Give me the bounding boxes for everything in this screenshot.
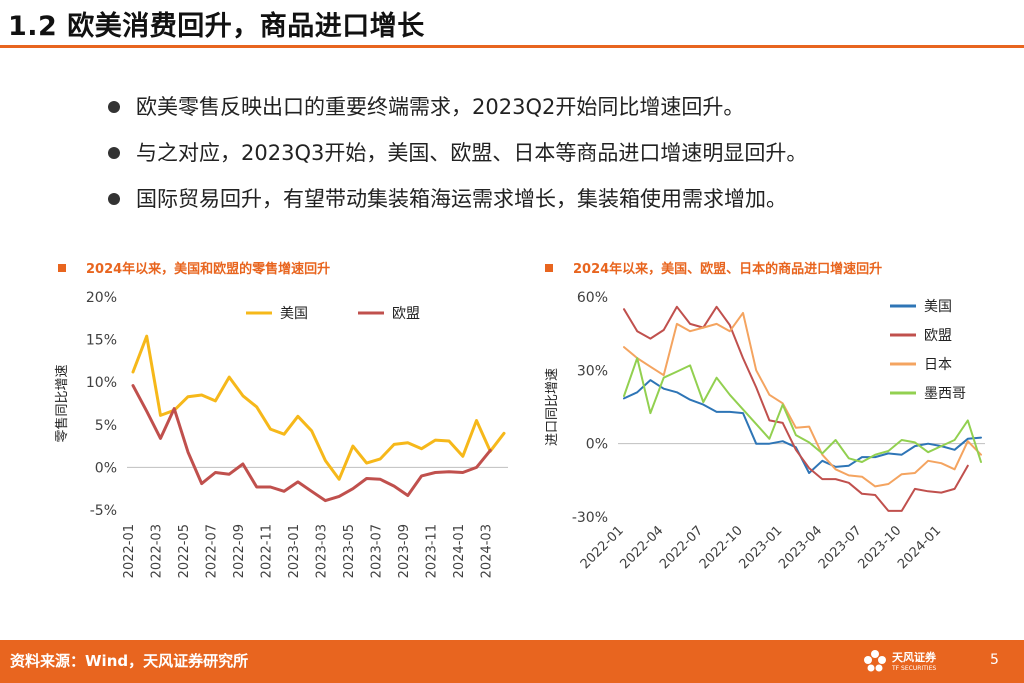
y-axis-title: 零售同比增速	[54, 364, 70, 442]
series-line-欧盟	[131, 384, 492, 503]
y-tick-label: -5%	[90, 503, 117, 519]
chart-title-imports: 2024年以来，美国、欧盟、日本的商品进口增速回升	[545, 258, 882, 277]
bullet-item: 国际贸易回升，有望带动集装箱海运需求增长，集装箱使用需求增加。	[108, 176, 807, 222]
square-bullet-icon	[58, 264, 66, 272]
x-tick-label: 2022-03	[149, 524, 164, 578]
y-axis-title: 进口同比增速	[545, 368, 560, 446]
legend-label: 欧盟	[392, 306, 420, 322]
y-tick-label: 60%	[577, 290, 608, 306]
y-tick-label: 5%	[95, 418, 117, 434]
x-tick-label: 2023-07	[369, 524, 384, 578]
chart-title-text: 2024年以来，美国、欧盟、日本的商品进口增速回升	[573, 262, 883, 277]
title-underline	[0, 45, 1024, 48]
legend-label: 美国	[924, 299, 952, 315]
x-tick-label: 2023-05	[342, 524, 357, 578]
logo-flower-icon	[864, 650, 886, 672]
series-line-欧盟	[623, 305, 969, 512]
x-tick-label: 2023-09	[397, 524, 412, 578]
x-tick-label: 2022-01	[122, 524, 137, 578]
bullet-dot-icon	[108, 101, 120, 113]
bullet-item: 欧美零售反映出口的重要终端需求，2023Q2开始同比增速回升。	[108, 84, 807, 130]
logo-name-en: TF SECURITIES	[892, 665, 937, 672]
bullet-text: 与之对应，2023Q3开始，美国、欧盟、日本等商品进口增速明显回升。	[136, 141, 808, 165]
series-line-美国	[131, 334, 506, 481]
bullet-dot-icon	[108, 193, 120, 205]
y-tick-label: -30%	[572, 510, 608, 526]
y-tick-label: 10%	[86, 375, 117, 391]
footer-bar: 资料来源：Wind，天风证券研究所 天风证券 TF SECURITIES 5	[0, 640, 1024, 683]
company-logo: 天风证券 TF SECURITIES	[862, 646, 942, 678]
x-tick-label: 2022-05	[177, 524, 192, 578]
x-tick-label: 2023-01	[287, 524, 302, 578]
y-tick-label: 0%	[95, 460, 117, 476]
legend-label: 墨西哥	[924, 386, 966, 402]
page-title: 1.2 欧美消费回升，商品进口增长	[8, 11, 425, 42]
x-tick-label: 2024-03	[479, 524, 494, 578]
bullet-text: 国际贸易回升，有望带动集装箱海运需求增长，集装箱使用需求增加。	[136, 187, 787, 211]
x-tick-label: 2022-11	[259, 524, 274, 578]
chart-title-retail: 2024年以来，美国和欧盟的零售增速回升	[58, 258, 330, 277]
square-bullet-icon	[545, 264, 553, 272]
retail-growth-chart: -5% 0% 5% 10% 15% 20% 2022-01 2022-03 2022-05 202…	[54, 290, 508, 578]
import-growth-chart: -30%0%30%60%2022-012022-042022-072022-10…	[545, 290, 985, 572]
x-tick-label: 2022-07	[204, 524, 219, 578]
logo-name-cn: 天风证券	[892, 651, 936, 664]
bullet-text: 欧美零售反映出口的重要终端需求，2023Q2开始同比增速回升。	[136, 95, 745, 119]
legend-label: 日本	[924, 357, 952, 373]
bullet-dot-icon	[108, 147, 120, 159]
series-line-墨西哥	[623, 357, 982, 463]
x-tick-label: 2022-09	[232, 524, 247, 578]
bullet-list: 欧美零售反映出口的重要终端需求，2023Q2开始同比增速回升。 与之对应，202…	[108, 84, 807, 222]
x-tick-label: 2023-03	[314, 524, 329, 578]
chart-title-text: 2024年以来，美国和欧盟的零售增速回升	[86, 262, 331, 277]
y-tick-label: 15%	[86, 333, 117, 349]
y-tick-label: 30%	[577, 363, 608, 379]
x-tick-label: 2024-01	[895, 523, 944, 572]
bullet-item: 与之对应，2023Q3开始，美国、欧盟、日本等商品进口增速明显回升。	[108, 130, 807, 176]
y-tick-label: 20%	[86, 290, 117, 306]
legend-label: 美国	[280, 306, 308, 322]
page-number: 5	[990, 652, 999, 668]
x-tick-label: 2023-11	[424, 524, 439, 578]
legend-label: 欧盟	[924, 328, 952, 344]
footer-source: 资料来源：Wind，天风证券研究所	[10, 652, 249, 670]
x-tick-label: 2024-01	[452, 524, 467, 578]
y-tick-label: 0%	[586, 437, 608, 453]
series-line-日本	[623, 311, 982, 488]
